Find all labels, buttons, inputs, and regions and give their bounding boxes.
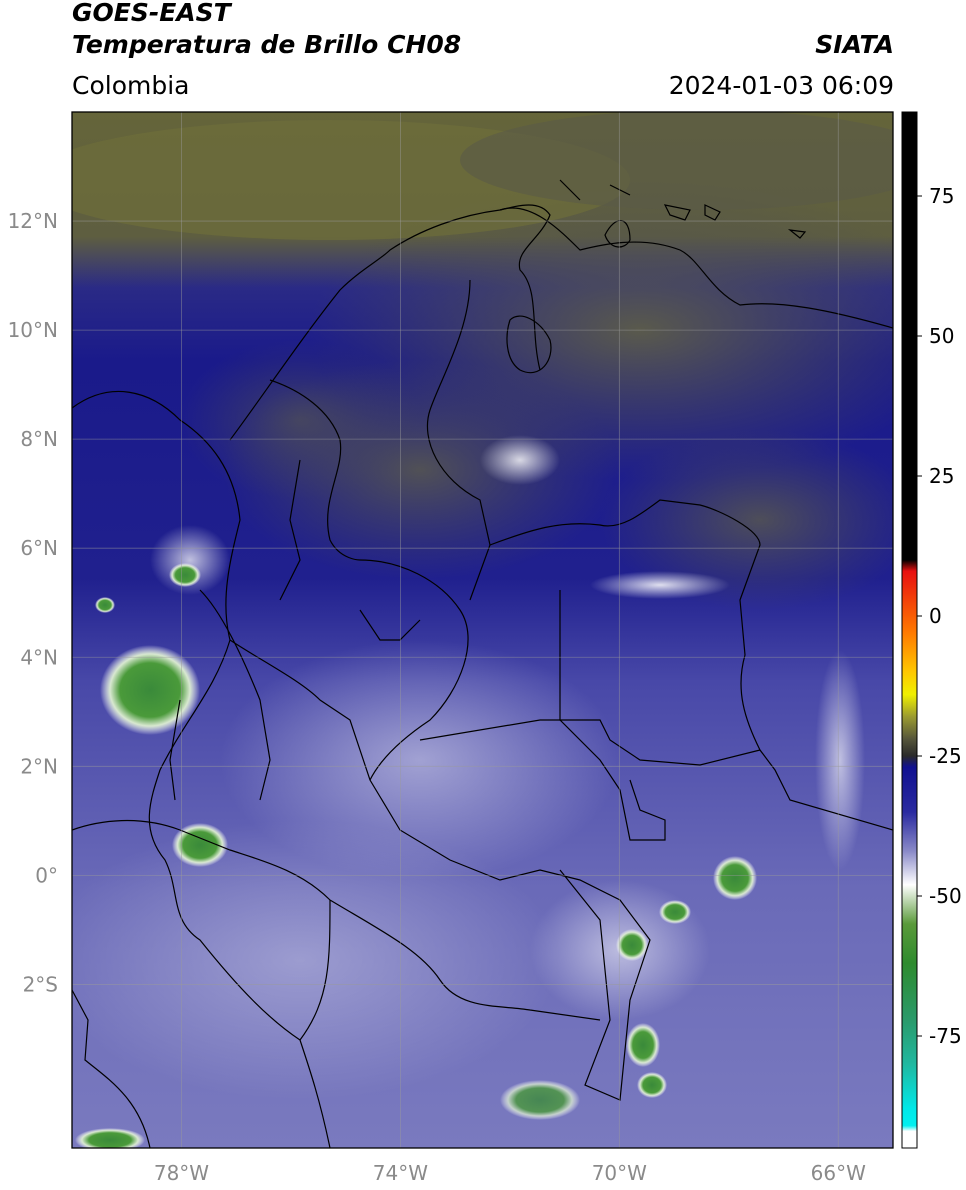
latitude-tick-label: 8°N [20, 427, 58, 451]
latitude-tick-labels: 12°N 10°N 8°N 6°N 4°N 2°N 0° 2°S [8, 209, 58, 996]
longitude-tick-labels: 78°W 74°W 70°W 66°W [154, 1161, 866, 1185]
product-title: Temperatura de Brillo CH08 [72, 30, 462, 59]
map-frame [71, 111, 894, 1149]
country-boundaries [72, 179, 893, 1148]
colorbar-tick-label: 50 [929, 324, 954, 348]
latitude-tick-label: 12°N [8, 209, 58, 233]
brand-label: SIATA [815, 30, 894, 59]
latitude-tick-label: 4°N [20, 645, 58, 669]
latitude-tick-label: 10°N [8, 318, 58, 342]
colorbar-tick-labels: 75 50 25 0 -25 -50 -75 [917, 184, 962, 1048]
colorbar-tick-label: 75 [929, 184, 954, 208]
colorbar-tick-label: -50 [929, 884, 962, 908]
brightness-temperature-field [72, 112, 893, 1148]
colorbar-tick-label: -25 [929, 744, 962, 768]
colorbar-tick-label: 0 [929, 604, 942, 628]
graticule [72, 112, 893, 1148]
longitude-tick-label: 66°W [811, 1161, 866, 1185]
longitude-tick-label: 74°W [373, 1161, 428, 1185]
colorbar [901, 111, 918, 1149]
colorbar-tick-label: -75 [929, 1024, 962, 1048]
latitude-tick-label: 6°N [20, 536, 58, 560]
latitude-tick-label: 2°S [23, 972, 58, 996]
colorbar-tick-label: 25 [929, 464, 954, 488]
longitude-tick-label: 78°W [154, 1161, 209, 1185]
satellite-title: GOES-EAST [72, 0, 231, 27]
latitude-tick-label: 0° [35, 863, 58, 887]
latitude-tick-label: 2°N [20, 754, 58, 778]
longitude-tick-label: 70°W [592, 1161, 647, 1185]
datetime-label: 2024-01-03 06:09 [668, 71, 894, 100]
region-label: Colombia [72, 71, 190, 100]
